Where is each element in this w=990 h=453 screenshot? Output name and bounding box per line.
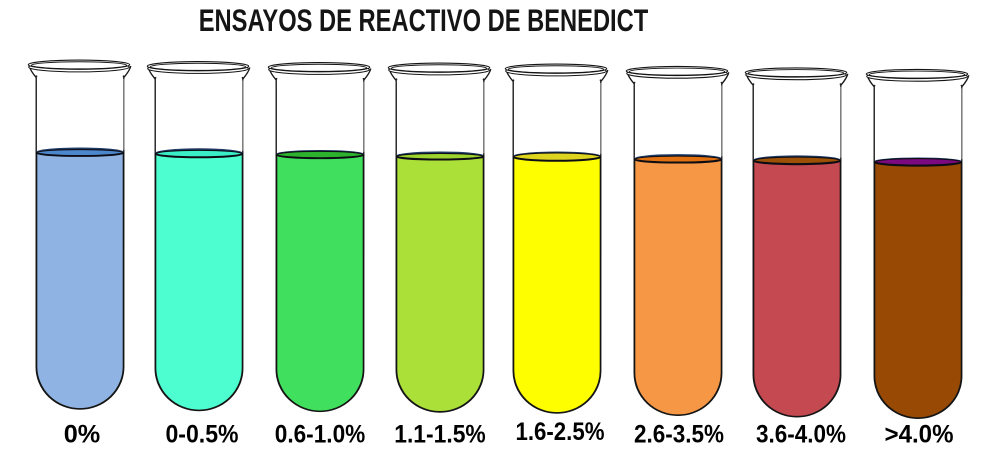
svg-text:>4.0%: >4.0%: [885, 420, 954, 449]
svg-text:ENSAYOS DE REACTIVO DE BENEDIC: ENSAYOS DE REACTIVO DE BENEDICT: [199, 3, 649, 38]
svg-text:0%: 0%: [64, 420, 101, 449]
svg-text:0-0.5%: 0-0.5%: [165, 420, 238, 449]
svg-text:1.1-1.5%: 1.1-1.5%: [394, 420, 486, 449]
svg-text:1.6-2.5%: 1.6-2.5%: [516, 418, 605, 447]
svg-text:3.6-4.0%: 3.6-4.0%: [756, 420, 846, 449]
svg-text:2.6-3.5%: 2.6-3.5%: [634, 420, 724, 449]
svg-text:0.6-1.0%: 0.6-1.0%: [275, 420, 366, 449]
